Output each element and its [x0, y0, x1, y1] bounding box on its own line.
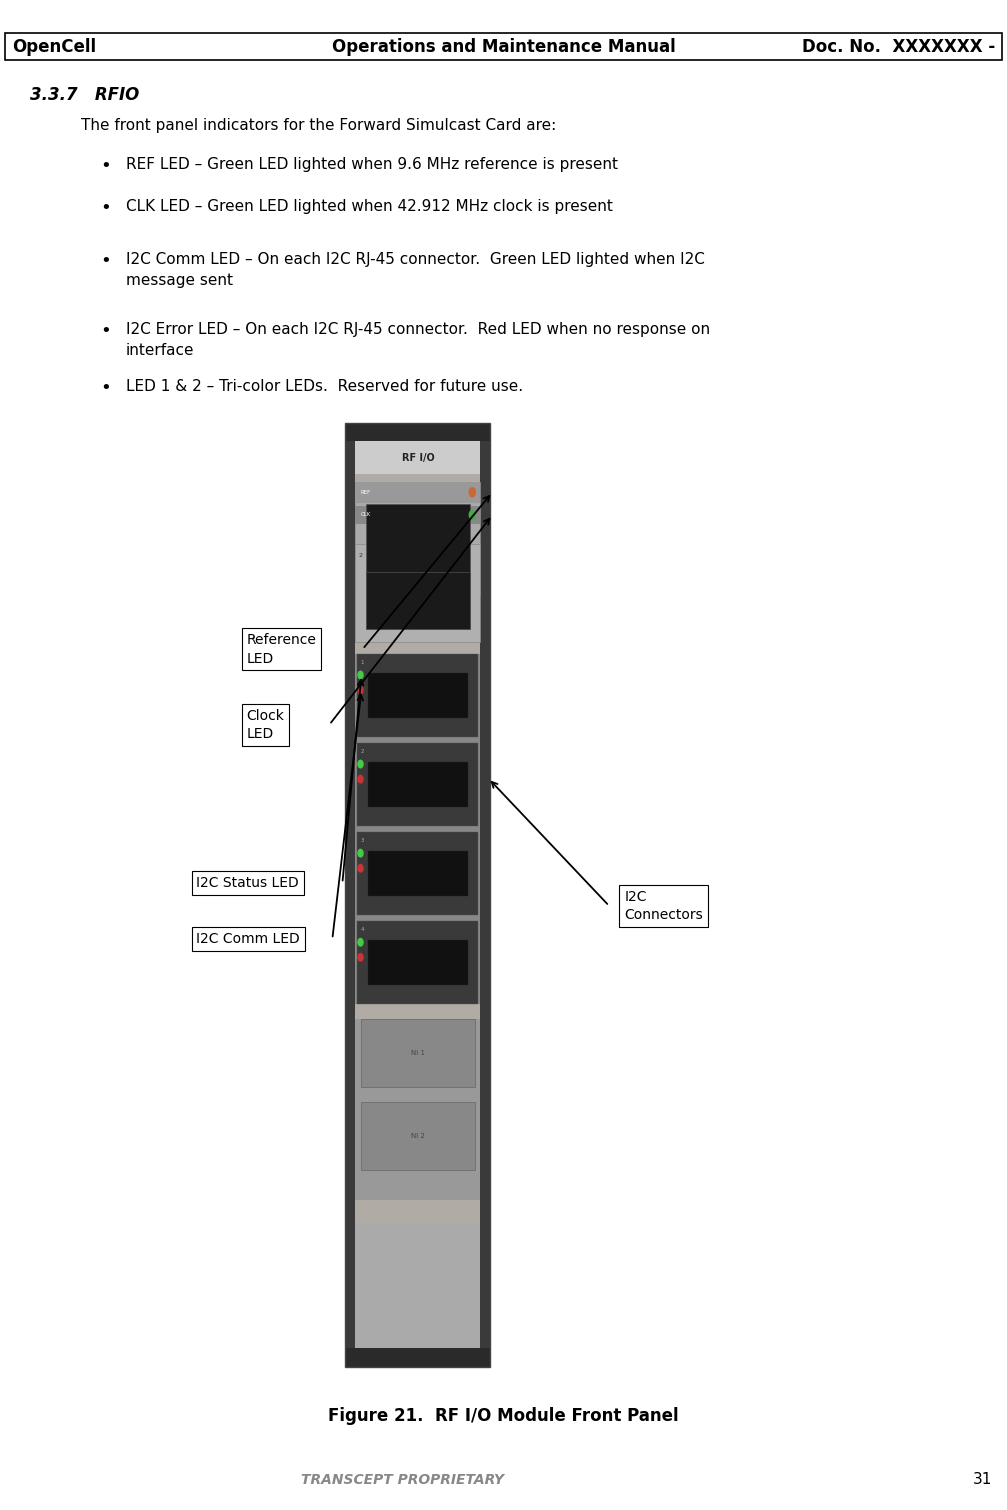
Text: I2C Status LED: I2C Status LED [196, 876, 299, 891]
Text: Clock
LED: Clock LED [247, 708, 285, 741]
Circle shape [358, 687, 363, 695]
Circle shape [358, 849, 363, 858]
Text: REF: REF [361, 489, 371, 495]
Text: 4: 4 [361, 927, 364, 932]
Text: 3: 3 [361, 838, 364, 843]
Bar [355, 482, 480, 595]
Circle shape [358, 939, 363, 945]
Bar [480, 423, 490, 1367]
Bar [345, 1348, 490, 1367]
Bar [357, 832, 478, 915]
Text: •: • [101, 322, 111, 340]
Text: Doc. No.  XXXXXXX -: Doc. No. XXXXXXX - [802, 38, 995, 56]
Bar [368, 852, 468, 897]
Bar [357, 921, 478, 1004]
Circle shape [358, 776, 363, 782]
Bar [5, 33, 1002, 60]
Text: 2: 2 [361, 749, 364, 753]
Bar [357, 654, 478, 737]
Text: I2C Comm LED – On each I2C RJ-45 connector.  Green LED lighted when I2C
message : I2C Comm LED – On each I2C RJ-45 connect… [126, 252, 705, 288]
Text: •: • [101, 252, 111, 270]
Bar [355, 544, 480, 642]
Text: OpenCell: OpenCell [12, 38, 97, 56]
Circle shape [358, 761, 363, 767]
Bar [361, 1102, 475, 1170]
Text: NI 2: NI 2 [411, 1134, 425, 1139]
Text: 1: 1 [361, 660, 364, 664]
Bar [355, 1223, 480, 1348]
Bar [368, 761, 468, 806]
Text: CLK: CLK [361, 512, 371, 518]
Text: I2C Comm LED: I2C Comm LED [196, 932, 300, 947]
Text: I2C Error LED – On each I2C RJ-45 connector.  Red LED when no response on
interf: I2C Error LED – On each I2C RJ-45 connec… [126, 322, 710, 358]
Bar [355, 482, 480, 503]
Bar [368, 673, 468, 719]
Text: Operations and Maintenance Manual: Operations and Maintenance Manual [331, 38, 676, 56]
Text: The front panel indicators for the Forward Simulcast Card are:: The front panel indicators for the Forwa… [81, 118, 556, 133]
Text: •: • [101, 379, 111, 397]
Bar [355, 441, 480, 474]
Bar [345, 423, 355, 1367]
Text: •: • [101, 157, 111, 175]
Text: Figure 21.  RF I/O Module Front Panel: Figure 21. RF I/O Module Front Panel [328, 1407, 679, 1425]
Text: Reference
LED: Reference LED [247, 633, 316, 666]
Text: NI 1: NI 1 [411, 1051, 425, 1055]
Text: 3.3.7   RFIO: 3.3.7 RFIO [30, 86, 139, 104]
Circle shape [358, 672, 363, 680]
Text: TRANSCEPT PROPRIETARY: TRANSCEPT PROPRIETARY [301, 1472, 505, 1487]
Text: REF LED – Green LED lighted when 9.6 MHz reference is present: REF LED – Green LED lighted when 9.6 MHz… [126, 157, 618, 172]
Bar [355, 1019, 480, 1200]
Bar [368, 939, 468, 986]
Text: LED 1 & 2 – Tri-color LEDs.  Reserved for future use.: LED 1 & 2 – Tri-color LEDs. Reserved for… [126, 379, 523, 394]
Circle shape [358, 864, 363, 873]
Bar [345, 423, 490, 441]
Bar [355, 654, 480, 1004]
Text: I2C
Connectors: I2C Connectors [624, 889, 703, 923]
Circle shape [358, 954, 363, 962]
Bar [366, 504, 470, 572]
Bar [366, 572, 470, 630]
Bar [357, 743, 478, 826]
Bar [345, 423, 490, 1367]
Bar [361, 1019, 475, 1087]
Circle shape [469, 488, 475, 497]
Circle shape [469, 510, 475, 519]
Bar [345, 423, 490, 1367]
Text: 31: 31 [973, 1472, 992, 1487]
Bar [355, 506, 480, 524]
Text: 2: 2 [358, 553, 363, 557]
Text: CLK LED – Green LED lighted when 42.912 MHz clock is present: CLK LED – Green LED lighted when 42.912 … [126, 199, 612, 214]
Text: RF I/O: RF I/O [402, 453, 434, 462]
Text: •: • [101, 199, 111, 217]
